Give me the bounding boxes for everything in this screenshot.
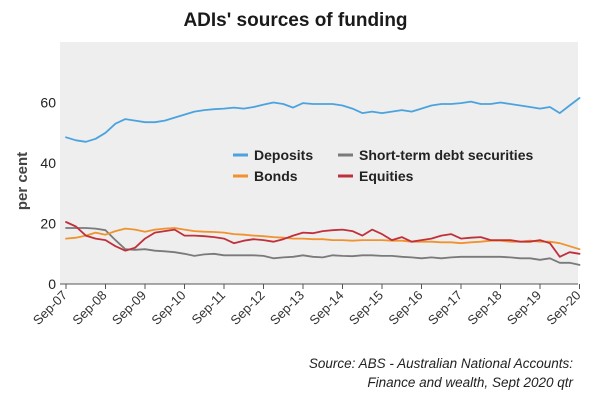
x-tick-label: Sep-20 bbox=[543, 288, 583, 328]
x-tick-label: Sep-10 bbox=[148, 288, 188, 328]
x-tick-label: Sep-17 bbox=[425, 288, 465, 328]
chart-title: ADIs' sources of funding bbox=[183, 10, 408, 31]
legend-label-deposits: Deposits bbox=[254, 147, 313, 163]
x-tick-label: Sep-09 bbox=[109, 288, 149, 328]
x-tick-label: Sep-07 bbox=[30, 288, 70, 328]
x-axis-ticks: Sep-07 Sep-08 Sep-09 Sep-10 Sep-11 Sep-12 Sep-… bbox=[30, 284, 584, 328]
y-axis-label: per cent bbox=[14, 152, 31, 210]
legend-label-short-term-debt-securities: Short-term debt securities bbox=[359, 147, 533, 163]
series-line-equities bbox=[65, 221, 581, 258]
source-note: Source: ABS - Australian National Accoun… bbox=[309, 354, 573, 392]
source-line-2: Finance and wealth, Sept 2020 qtr bbox=[367, 375, 573, 390]
plot-area-background bbox=[60, 42, 578, 284]
y-tick-label: 40 bbox=[40, 155, 56, 171]
x-tick-label: Sep-13 bbox=[267, 288, 307, 328]
series-lines bbox=[65, 97, 581, 266]
y-tick-label: 20 bbox=[40, 216, 56, 232]
y-tick-label: 0 bbox=[48, 276, 56, 292]
x-tick-label: Sep-08 bbox=[69, 288, 109, 328]
series-line-short-term-debt-securities bbox=[65, 227, 581, 266]
series-line-deposits bbox=[65, 97, 581, 143]
legend: Deposits Short-term debt securities Bonds E… bbox=[233, 147, 533, 184]
x-tick-label: Sep-11 bbox=[189, 288, 229, 328]
x-tick-label: Sep-15 bbox=[346, 288, 386, 328]
source-line-1: Source: ABS - Australian National Accoun… bbox=[308, 356, 573, 371]
x-tick-label: Sep-12 bbox=[227, 288, 267, 328]
x-tick-label: Sep-19 bbox=[504, 288, 544, 328]
legend-label-bonds: Bonds bbox=[254, 168, 298, 184]
y-tick-label: 60 bbox=[40, 95, 56, 111]
x-tick-label: Sep-14 bbox=[306, 288, 346, 328]
y-axis-ticks: 0 20 40 60 bbox=[40, 95, 56, 293]
legend-label-equities: Equities bbox=[359, 168, 414, 184]
x-tick-label: Sep-18 bbox=[464, 288, 504, 328]
x-tick-label: Sep-16 bbox=[385, 288, 425, 328]
